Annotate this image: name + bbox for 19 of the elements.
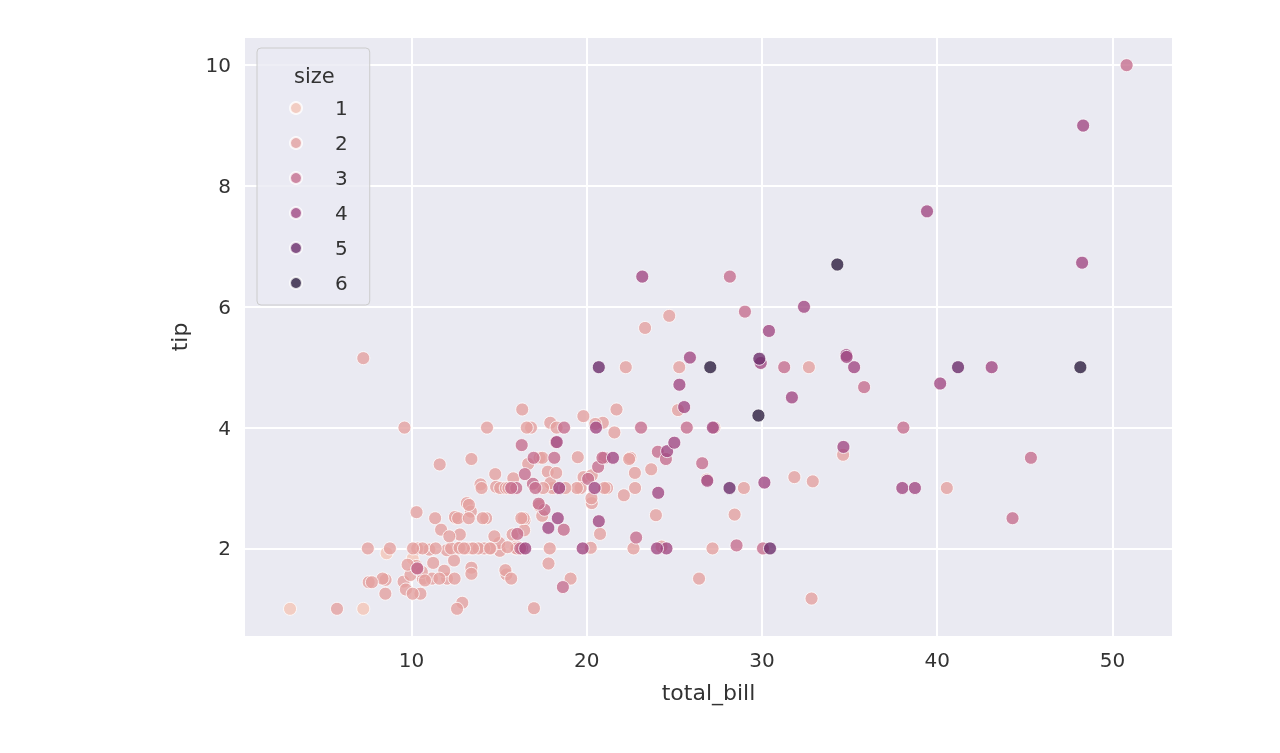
x-tick-label: 40 xyxy=(924,648,950,672)
legend-label: 6 xyxy=(335,271,348,295)
legend-label: 1 xyxy=(335,96,348,120)
x-tick-label: 50 xyxy=(1099,648,1126,672)
y-tick-label: 6 xyxy=(218,294,231,319)
legend-label: 2 xyxy=(335,131,348,155)
x-axis-title: total_bill xyxy=(661,679,756,706)
y-axis-title: tip xyxy=(166,322,192,352)
y-tick-label: 10 xyxy=(205,53,231,78)
legend-label: 3 xyxy=(335,166,348,190)
y-tick-label: 2 xyxy=(218,536,231,561)
legend-title: size xyxy=(294,63,335,88)
y-tick-label: 4 xyxy=(218,415,231,440)
legend-label: 4 xyxy=(335,201,348,225)
x-tick-label: 10 xyxy=(398,648,425,672)
y-tick-label: 8 xyxy=(218,173,231,198)
x-tick-label: 30 xyxy=(749,648,775,672)
legend-label: 5 xyxy=(335,236,348,260)
x-tick-label: 20 xyxy=(573,648,600,672)
